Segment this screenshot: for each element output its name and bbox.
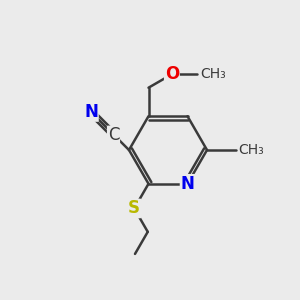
Text: S: S <box>128 200 140 217</box>
Text: C: C <box>108 126 119 144</box>
Text: N: N <box>84 103 98 121</box>
Text: O: O <box>165 65 179 83</box>
Text: CH₃: CH₃ <box>200 67 226 81</box>
Text: N: N <box>181 175 194 193</box>
Text: CH₃: CH₃ <box>238 143 264 157</box>
